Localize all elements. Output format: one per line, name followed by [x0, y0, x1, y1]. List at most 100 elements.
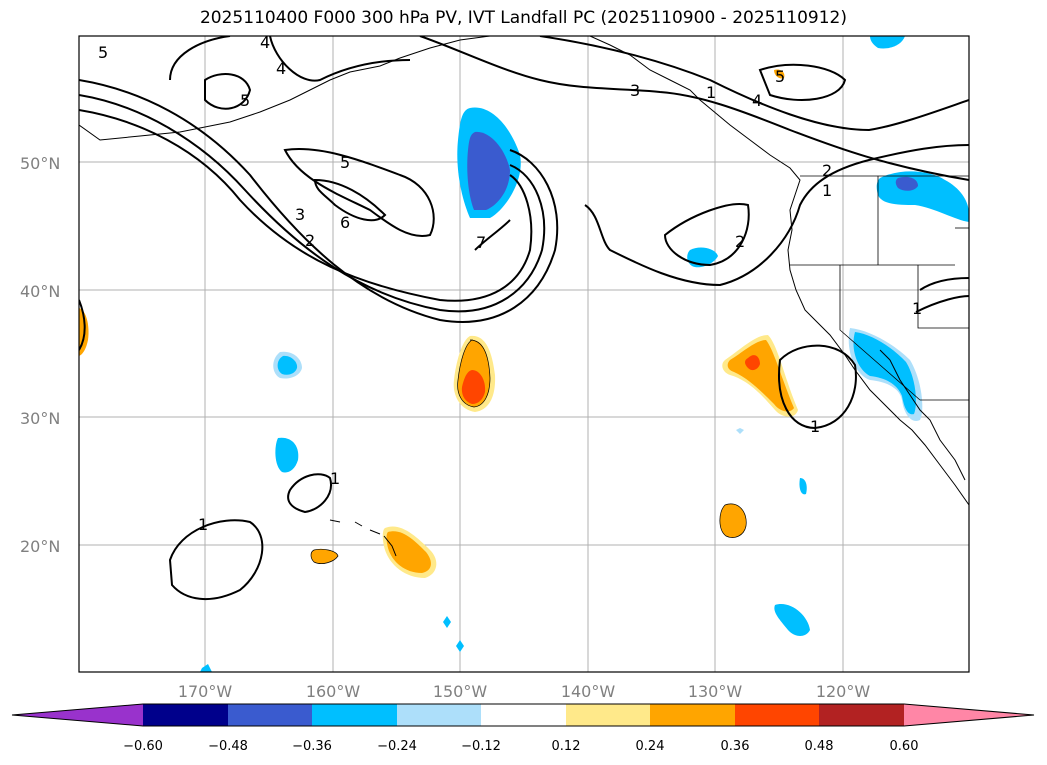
- colorbar-tick-4: −0.24: [377, 739, 417, 754]
- pv-contour-2: [79, 79, 559, 323]
- lat-label-20n: 20°N: [20, 537, 60, 556]
- hawaii-islands: [329, 519, 397, 557]
- map-title: 2025110400 F000 300 hPa PV, IVT Landfall…: [199, 8, 847, 28]
- filled-contours: [79, 36, 969, 672]
- contour-label-2: 4: [276, 59, 286, 78]
- colorbar-seg-2: [228, 704, 312, 726]
- pos-blob-149w-core: [461, 370, 486, 404]
- neg-blob-115w-core: [895, 176, 918, 191]
- state-borders: [790, 175, 969, 401]
- colorbar-seg-9: [819, 704, 904, 726]
- pv-contour-1-east-b: [915, 295, 969, 313]
- contour-label-10: 7: [476, 233, 486, 252]
- outline-128w: [719, 503, 747, 538]
- contour-label-12: 1: [822, 181, 832, 200]
- lon-label-150w: 150°W: [433, 682, 488, 701]
- contour-label-18: 2: [822, 161, 832, 180]
- neg-blob-small-1: [799, 478, 807, 495]
- baja-coast: [879, 349, 966, 481]
- pv-contour-4-east: [539, 36, 969, 132]
- neg-blob-small-3: [456, 640, 464, 652]
- contour-labels: 5 4 5 3 4 5 6 3 2 7 2 1 4 1 1 1 1 2 1 5: [98, 33, 922, 534]
- pv-contour-3: [79, 94, 546, 313]
- contour-label-5: 4: [260, 33, 270, 52]
- az-border: [917, 265, 969, 329]
- pos-blob-127w-core: [745, 355, 760, 371]
- colorbar-seg-6: [566, 704, 650, 726]
- contour-label-20: 5: [775, 67, 785, 86]
- colorbar-tick-8: 0.36: [721, 739, 750, 754]
- contour-label-6: 5: [340, 153, 350, 172]
- colorbar-seg-3: [312, 704, 397, 726]
- neg-blob-small-2: [443, 616, 451, 628]
- contour-label-4: 3: [295, 205, 305, 224]
- colorbar-tick-10: 0.60: [890, 739, 919, 754]
- aleutians-alaska-coast: [79, 36, 491, 141]
- coastlines: [79, 36, 969, 557]
- pv-contour-1-sw: [168, 519, 264, 601]
- blob-outlines: [310, 339, 747, 564]
- colorbar-seg-5: [481, 704, 566, 726]
- colorbar-ticks: −0.60 −0.48 −0.36 −0.24 −0.12 0.12 0.24 …: [123, 739, 918, 754]
- colorbar-seg-4: [397, 704, 481, 726]
- colorbar-seg-7: [650, 704, 735, 726]
- colorbar-seg-1: [143, 704, 228, 726]
- lon-label-170w: 170°W: [178, 682, 233, 701]
- pv-contour-1-east: [919, 277, 969, 291]
- contour-label-13: 4: [752, 91, 762, 110]
- pv-contour-5-closed: [283, 148, 435, 237]
- neg-blob-164w: [277, 355, 298, 375]
- pv-contour-5-top: [269, 36, 411, 82]
- contour-label-16: 1: [198, 515, 208, 534]
- pv-contour-1-ca: [778, 344, 857, 430]
- contour-label-9: 2: [305, 231, 315, 250]
- neg-blob-164w-27n: [275, 437, 299, 473]
- contour-label-8: 3: [630, 81, 640, 100]
- pv-contour-6-closed: [313, 178, 387, 222]
- neg-blob-small-4: [200, 664, 212, 672]
- colorbar: −0.60 −0.48 −0.36 −0.24 −0.12 0.12 0.24 …: [11, 703, 1035, 754]
- pv-contour-4: [79, 109, 533, 302]
- neg-blob-122w-15n: [774, 604, 810, 636]
- lat-axis-labels: 20°N 30°N 40°N 50°N: [20, 154, 60, 556]
- contour-label-17: 1: [912, 299, 922, 318]
- pv-contour-top-left: [169, 36, 231, 81]
- colorbar-tick-7: 0.24: [636, 739, 665, 754]
- pos-blob-127w: [727, 340, 794, 412]
- lon-label-120w: 120°W: [816, 682, 871, 701]
- pv-contour-2-closed: [663, 203, 750, 267]
- colorbar-tick-1: −0.60: [123, 739, 163, 754]
- contour-label-11: 2: [735, 232, 745, 251]
- lon-label-130w: 130°W: [688, 682, 743, 701]
- contour-label-7: 6: [340, 213, 350, 232]
- neg-blob-small-5: [736, 428, 744, 434]
- contour-label-19: 1: [706, 83, 716, 102]
- plot-area: [79, 36, 969, 672]
- contour-label-14: 1: [810, 417, 820, 436]
- colorbar-tick-6: 0.12: [552, 739, 581, 754]
- neg-blob-top: [870, 36, 905, 49]
- colorbar-seg-above: [904, 704, 1034, 726]
- lat-label-40n: 40°N: [20, 282, 60, 301]
- ca-nv-border: [839, 265, 921, 401]
- contour-label-1: 5: [98, 43, 108, 62]
- neg-blob-baja: [853, 332, 916, 415]
- pos-blob-162w-19n: [311, 549, 338, 564]
- pv-contour-7: [474, 219, 511, 251]
- pv-contour-5-ak: [758, 63, 847, 101]
- plot-frame: [78, 35, 970, 673]
- pv-contour-1-small: [287, 473, 332, 514]
- colorbar-tick-3: −0.36: [292, 739, 332, 754]
- colorbar-tick-5: −0.12: [461, 739, 501, 754]
- colorbar-tick-2: −0.48: [208, 739, 248, 754]
- lat-label-50n: 50°N: [20, 154, 60, 173]
- contour-label-3: 5: [240, 91, 250, 110]
- lat-label-30n: 30°N: [20, 409, 60, 428]
- lon-axis-labels: 170°W 160°W 150°W 140°W 130°W 120°W: [178, 682, 871, 701]
- lon-label-140w: 140°W: [561, 682, 616, 701]
- outline-162w: [310, 548, 339, 564]
- neg-blob-150w-core: [467, 131, 510, 210]
- gridlines: [79, 36, 969, 672]
- pv-contours: [79, 36, 969, 601]
